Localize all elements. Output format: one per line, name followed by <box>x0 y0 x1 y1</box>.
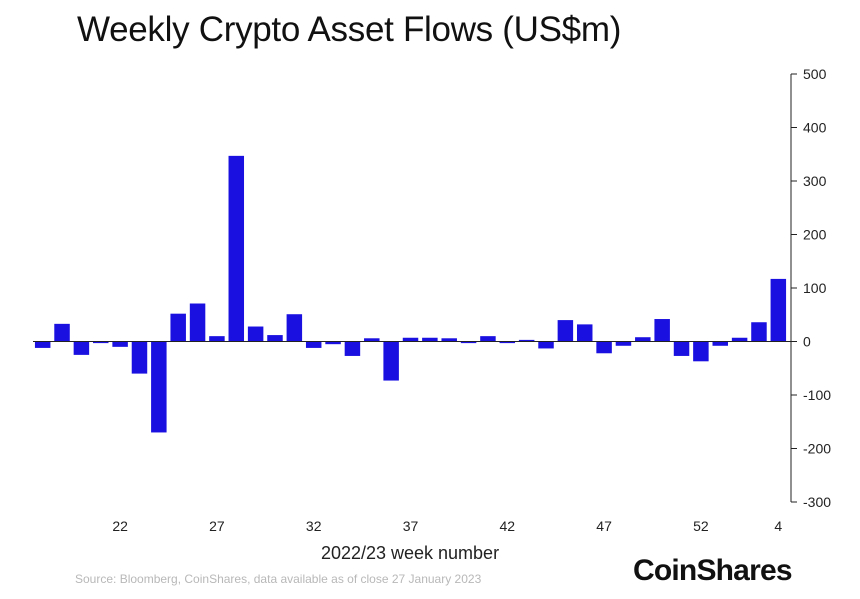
y-tick-label: 400 <box>803 120 827 136</box>
bar-week-51 <box>673 341 690 356</box>
chart-title: Weekly Crypto Asset Flows (US$m) <box>77 10 622 49</box>
y-tick-label: 200 <box>803 227 827 243</box>
coinshares-logo: CoinShares <box>633 554 793 587</box>
x-tick-label: 52 <box>693 518 709 534</box>
bar-week-1 <box>712 341 728 346</box>
bar-week-42 <box>499 341 516 344</box>
x-tick-label: 37 <box>403 518 419 534</box>
bar-week-29 <box>247 326 264 342</box>
bar-week-27 <box>209 336 225 342</box>
bar-week-2 <box>731 337 748 342</box>
bar-week-30 <box>267 335 283 342</box>
bar-week-22 <box>112 341 128 347</box>
bar-week-39 <box>441 338 457 342</box>
bar-week-40 <box>460 341 477 344</box>
bar-week-3 <box>751 322 767 342</box>
bar-week-45 <box>557 320 574 342</box>
bar-week-49 <box>635 337 651 342</box>
x-tick-label: 42 <box>500 518 516 534</box>
bar-week-35 <box>364 338 380 342</box>
bar-week-21 <box>93 341 109 344</box>
bar-week-52 <box>693 341 709 362</box>
bar-week-44 <box>538 341 554 349</box>
y-tick-label: 300 <box>803 173 827 189</box>
bar-week-26 <box>189 303 206 342</box>
bar-week-4 <box>770 278 787 342</box>
bar-week-50 <box>654 319 670 342</box>
bar-week-19 <box>54 323 70 342</box>
x-tick-label: 27 <box>209 518 225 534</box>
y-tick-label: 500 <box>803 66 827 82</box>
bar-week-33 <box>325 341 341 345</box>
bar-week-41 <box>480 336 496 342</box>
x-tick-label: 32 <box>306 518 322 534</box>
x-tick-label: 4 <box>774 518 782 534</box>
bar-week-46 <box>576 324 593 342</box>
bar-week-37 <box>402 337 419 342</box>
bar-week-43 <box>518 339 535 342</box>
bar-week-48 <box>615 341 632 346</box>
y-tick-label: -300 <box>803 494 831 510</box>
x-tick-label: 22 <box>112 518 128 534</box>
y-tick-label: 0 <box>803 334 811 350</box>
bar-week-24 <box>151 341 167 433</box>
bar-week-20 <box>73 341 90 355</box>
bar-week-31 <box>286 314 303 342</box>
y-tick-label: 100 <box>803 280 827 296</box>
source-note: Source: Bloomberg, CoinShares, data avai… <box>75 572 482 586</box>
x-axis-title: 2022/23 week number <box>320 543 500 563</box>
bar-week-47 <box>596 341 612 354</box>
bar-week-32 <box>305 341 322 348</box>
x-tick-label: 47 <box>596 518 612 534</box>
bar-week-36 <box>383 341 399 381</box>
bar-week-34 <box>344 341 361 356</box>
bar-week-25 <box>170 313 186 342</box>
bar-week-23 <box>131 341 148 374</box>
y-tick-label: -100 <box>803 387 831 403</box>
y-tick-label: -200 <box>803 441 831 457</box>
bar-week-28 <box>228 155 245 342</box>
bar-week-18 <box>34 341 51 348</box>
bar-week-38 <box>422 337 438 342</box>
